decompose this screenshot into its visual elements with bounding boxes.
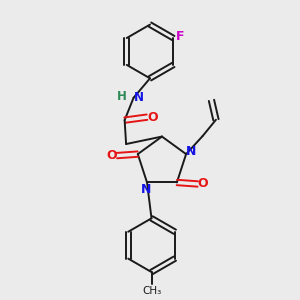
Text: O: O — [147, 111, 158, 124]
Text: O: O — [106, 149, 117, 162]
Text: N: N — [134, 91, 144, 104]
Text: N: N — [141, 182, 152, 196]
Text: CH₃: CH₃ — [142, 286, 161, 296]
Text: N: N — [186, 145, 197, 158]
Text: H: H — [117, 90, 127, 103]
Text: O: O — [198, 178, 208, 190]
Text: F: F — [176, 30, 184, 43]
